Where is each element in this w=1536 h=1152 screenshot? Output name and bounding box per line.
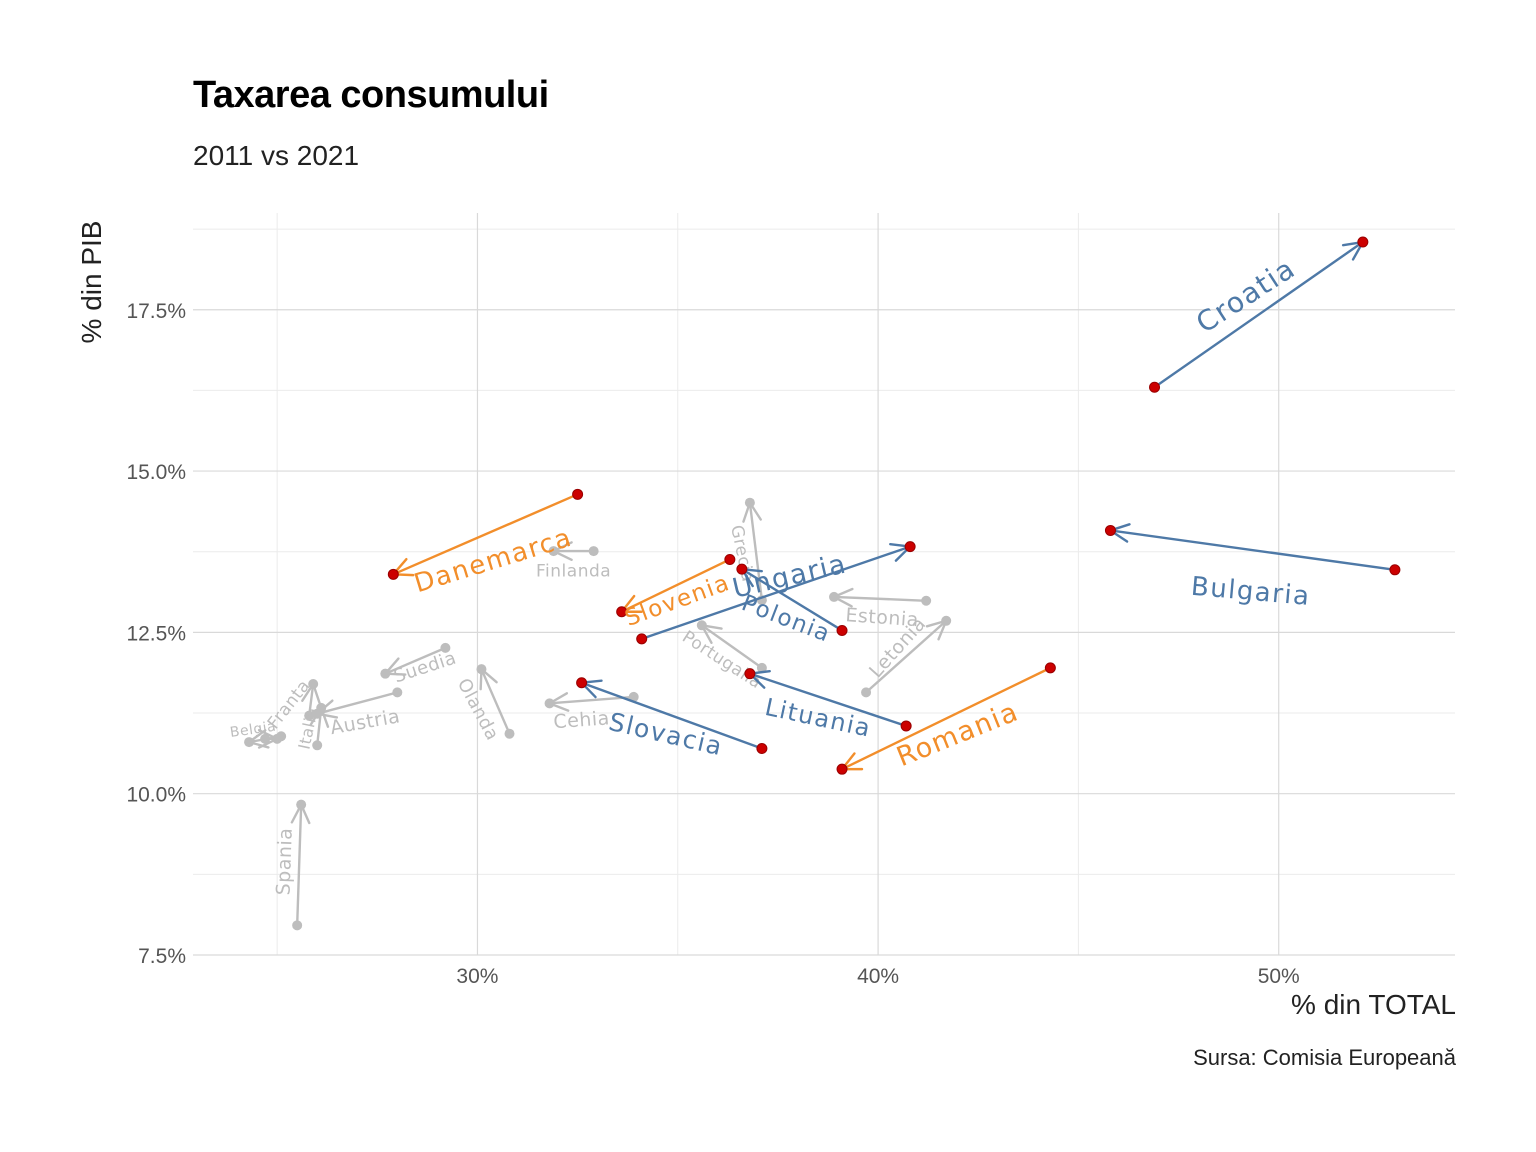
y-tick-label: 17.5% (126, 300, 186, 323)
series-label-bulgaria: Bulgaria (1190, 572, 1312, 612)
arrow-line-ungaria (640, 545, 912, 641)
chart-subtitle: 2011 vs 2021 (193, 140, 360, 171)
data-point (628, 691, 639, 702)
source-caption: Sursa: Comisia Europeană (1193, 1045, 1456, 1070)
data-point (756, 743, 768, 755)
arrow-line-grecia (748, 501, 764, 602)
series-label-estonia: Estonia (845, 604, 920, 631)
data-point (904, 541, 916, 553)
x-tick-label: 40% (857, 965, 899, 988)
x-axis-label: % din TOTAL (1291, 989, 1456, 1020)
data-point (548, 546, 559, 557)
arrow-line-bulgaria (1109, 529, 1397, 572)
series-label-suedia: Suedia (391, 647, 459, 687)
data-point (272, 733, 283, 744)
data-point (572, 488, 584, 500)
arrow-line-austria (315, 691, 399, 715)
data-point (588, 546, 599, 557)
data-point (900, 720, 912, 732)
data-point (941, 615, 952, 626)
data-point (736, 563, 748, 575)
data-point (544, 698, 555, 709)
data-point (308, 679, 319, 690)
arrow-line-croatia (1153, 240, 1365, 389)
data-point (636, 633, 648, 645)
data-point (316, 702, 327, 713)
series-label-cehia: Cehia (553, 707, 611, 733)
data-point (1149, 381, 1161, 393)
arrow-line-olanda (480, 667, 511, 735)
arrow-line-romania (840, 666, 1052, 771)
data-point (476, 664, 487, 675)
arrow-line-portugalia (700, 624, 764, 670)
data-point (576, 677, 588, 689)
data-point (756, 662, 767, 673)
arrow-line-franta (307, 682, 315, 717)
data-point (724, 553, 736, 565)
data-point (392, 687, 403, 698)
arrow-line-estonia (832, 595, 928, 602)
chart-title: Taxarea consumului (193, 74, 549, 116)
data-point (861, 687, 872, 698)
arrow-line-slovacia (580, 681, 764, 750)
data-point (1104, 524, 1116, 536)
data-point (836, 763, 848, 775)
data-point (829, 591, 840, 602)
data-point (296, 799, 307, 810)
data-point (1044, 662, 1056, 674)
arrow-line-slovenia (620, 558, 732, 613)
arrow-line-suedia (384, 646, 447, 675)
data-point (292, 920, 303, 931)
y-tick-label: 12.5% (126, 622, 186, 645)
data-point (504, 728, 515, 739)
data-point (1389, 564, 1401, 576)
series-label-spania: Spania (272, 827, 296, 895)
y-tick-label: 7.5% (138, 945, 186, 968)
x-tick-label: 50% (1258, 965, 1300, 988)
y-tick-label: 10.0% (126, 784, 186, 807)
data-point (616, 606, 628, 618)
series-label-slovacia: Slovacia (606, 707, 726, 761)
data-point (380, 668, 391, 679)
series-label-lituania: Lituania (762, 693, 873, 743)
arrow-line-polonia (740, 567, 844, 632)
data-point (921, 595, 932, 606)
data-point (260, 733, 271, 744)
data-point (836, 624, 848, 636)
data-point (387, 568, 399, 580)
data-point (244, 737, 255, 748)
y-tick-label: 15.0% (126, 461, 186, 484)
series-label-belgia: Belgia (229, 719, 277, 741)
series-label-austria: Austria (329, 705, 402, 739)
arrow-line-letonia (864, 619, 948, 694)
arrow-line-danemarca (392, 493, 579, 576)
series-label-finlanda: Finlanda (536, 562, 611, 582)
data-point (304, 710, 315, 721)
data-point (744, 668, 756, 680)
data-point (312, 740, 323, 751)
data-point (440, 642, 451, 653)
arrow-line-cehia (548, 695, 635, 705)
series-label-polonia: Polonia (738, 590, 834, 648)
arrow-line-spania (295, 803, 303, 927)
x-tick-label: 30% (456, 965, 498, 988)
arrow-line-lituania (748, 672, 908, 728)
data-point (744, 497, 755, 508)
data-point (696, 620, 707, 631)
data-point (1357, 236, 1369, 248)
